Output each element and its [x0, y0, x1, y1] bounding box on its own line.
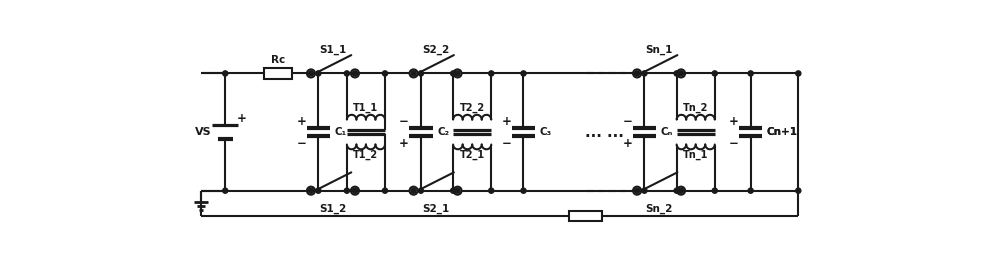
Circle shape [635, 188, 640, 193]
Text: S1_1: S1_1 [319, 45, 347, 55]
Text: Sn_1: Sn_1 [645, 45, 673, 55]
Text: RL: RL [578, 211, 593, 221]
Circle shape [712, 188, 717, 193]
Text: C₁: C₁ [334, 127, 347, 137]
Circle shape [308, 71, 314, 76]
Circle shape [489, 71, 494, 76]
Circle shape [677, 69, 685, 78]
Circle shape [633, 69, 641, 78]
Circle shape [382, 188, 388, 193]
Circle shape [521, 188, 526, 193]
Circle shape [455, 188, 460, 193]
Text: +: + [236, 112, 246, 125]
Circle shape [454, 187, 462, 195]
Circle shape [796, 71, 801, 76]
Text: Sn_2: Sn_2 [645, 204, 673, 214]
Circle shape [411, 188, 416, 193]
Text: T1_1: T1_1 [353, 103, 378, 113]
Text: VS: VS [195, 127, 212, 137]
Circle shape [678, 71, 684, 76]
Circle shape [677, 187, 685, 195]
Circle shape [344, 188, 349, 193]
Circle shape [352, 71, 358, 76]
Text: C₃: C₃ [540, 127, 552, 137]
Circle shape [748, 71, 753, 76]
FancyBboxPatch shape [569, 211, 602, 221]
Circle shape [410, 69, 418, 78]
Text: Tn_1: Tn_1 [683, 150, 708, 160]
Circle shape [316, 188, 321, 193]
Text: S2_2: S2_2 [422, 45, 449, 55]
Circle shape [642, 71, 647, 76]
Circle shape [451, 188, 456, 193]
Circle shape [642, 188, 647, 193]
FancyBboxPatch shape [264, 68, 292, 79]
Text: −: − [623, 115, 632, 128]
Text: S2_1: S2_1 [422, 204, 449, 214]
Text: Tn_2: Tn_2 [683, 103, 708, 113]
Text: C₂: C₂ [437, 127, 449, 137]
Circle shape [635, 71, 640, 76]
Circle shape [352, 188, 358, 193]
Text: +: + [502, 115, 512, 128]
Circle shape [344, 71, 349, 76]
Circle shape [454, 69, 462, 78]
Circle shape [674, 188, 679, 193]
Text: Cn+1: Cn+1 [767, 127, 798, 137]
Text: ... ...: ... ... [585, 124, 624, 140]
Circle shape [489, 188, 494, 193]
Circle shape [307, 187, 315, 195]
Text: Rc: Rc [271, 68, 285, 78]
Text: +: + [623, 137, 632, 150]
Circle shape [351, 187, 359, 195]
Text: −: − [297, 137, 306, 150]
Circle shape [418, 71, 423, 76]
Circle shape [410, 187, 418, 195]
Text: −: − [729, 137, 739, 150]
Circle shape [633, 187, 641, 195]
Circle shape [223, 71, 228, 76]
Circle shape [455, 71, 460, 76]
Text: −: − [399, 115, 409, 128]
Text: T2_1: T2_1 [460, 150, 485, 160]
Circle shape [411, 71, 416, 76]
Circle shape [451, 71, 456, 76]
Circle shape [308, 188, 314, 193]
Circle shape [521, 71, 526, 76]
Circle shape [223, 188, 228, 193]
Circle shape [748, 188, 753, 193]
Circle shape [712, 71, 717, 76]
Text: +: + [399, 137, 409, 150]
Circle shape [307, 69, 315, 78]
Text: +: + [297, 115, 306, 128]
Circle shape [678, 188, 684, 193]
Text: Cn+1: Cn+1 [767, 127, 798, 137]
Circle shape [351, 69, 359, 78]
Circle shape [674, 71, 679, 76]
Text: +: + [729, 115, 739, 128]
Text: Rc: Rc [271, 55, 285, 65]
Text: Cₙ: Cₙ [661, 127, 673, 137]
Text: RL: RL [578, 211, 593, 221]
Circle shape [796, 188, 801, 193]
Text: T1_2: T1_2 [353, 150, 378, 160]
Circle shape [382, 71, 388, 76]
Circle shape [418, 188, 423, 193]
Text: −: − [502, 137, 512, 150]
Text: T2_2: T2_2 [460, 103, 485, 113]
Text: S1_2: S1_2 [319, 204, 347, 214]
Circle shape [316, 71, 321, 76]
